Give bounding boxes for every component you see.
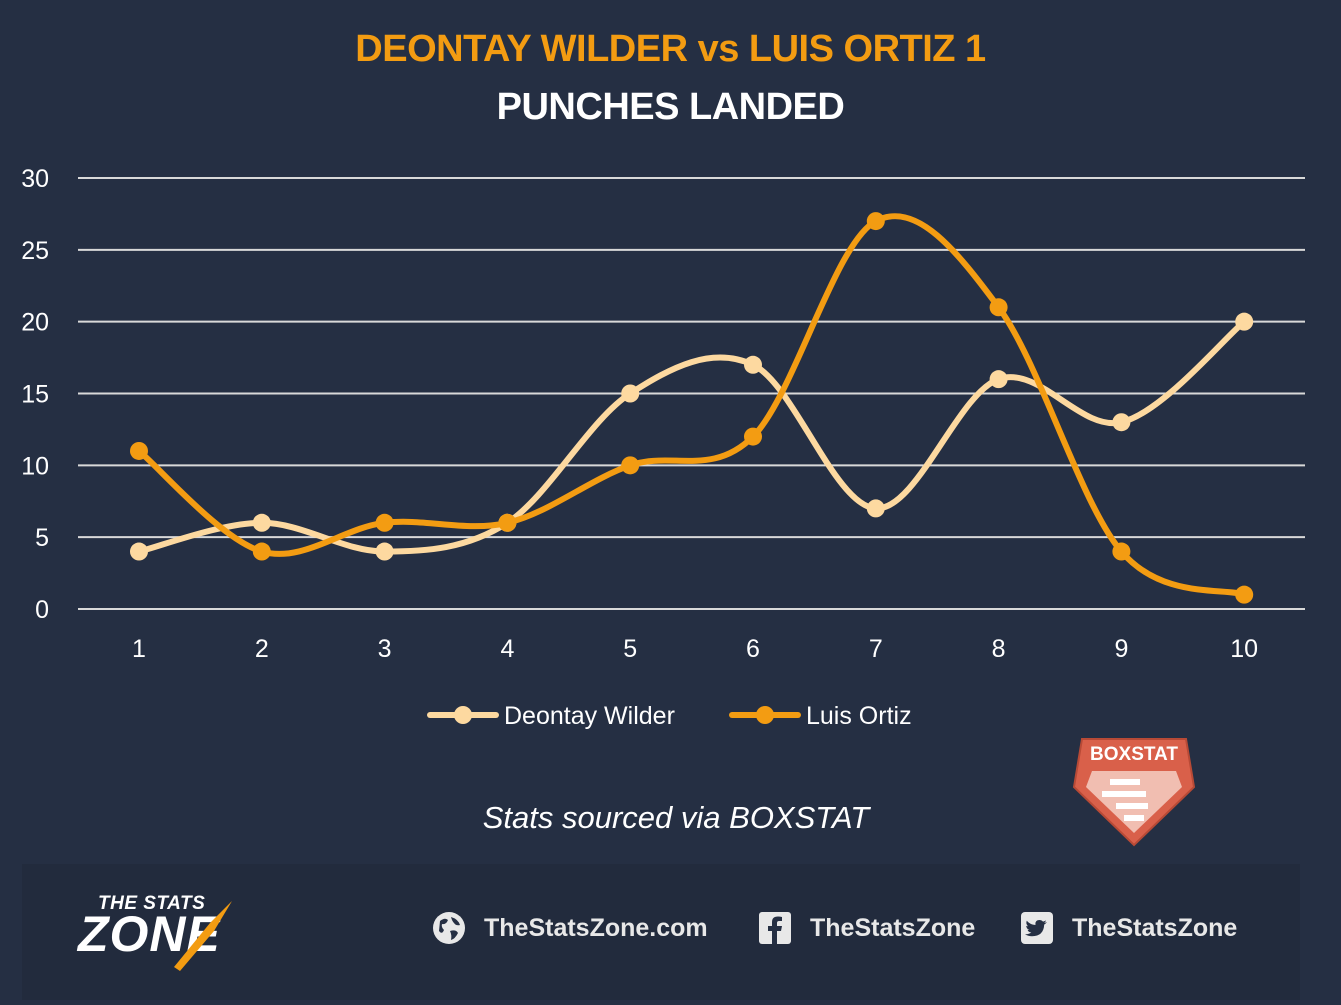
twitter-link[interactable]: TheStatsZone [1020,908,1237,948]
data-point [621,456,640,475]
facebook-text: TheStatsZone [810,913,976,942]
x-axis-ticks: 1 2 3 4 5 6 7 8 9 10 [132,635,1258,663]
data-point [252,542,271,561]
data-point [1112,413,1131,432]
facebook-icon [758,911,792,945]
y-tick-label: 30 [21,165,49,193]
x-tick-label: 6 [746,635,760,663]
grid-lines [78,177,1305,610]
twitter-text: TheStatsZone [1072,913,1238,942]
y-tick-label: 20 [21,309,49,337]
website-text: TheStatsZone.com [484,913,708,942]
chart-title: DEONTAY WILDER vs LUIS ORTIZ 1 [355,28,986,70]
stats-zone-logo: THE STATS ZONE [78,893,298,971]
y-tick-label: 25 [21,237,49,265]
y-tick-label: 15 [21,381,49,409]
data-point [866,212,885,231]
boxstat-label: BOXSTAT [1090,744,1178,765]
x-tick-label: 9 [1114,635,1128,663]
x-tick-label: 8 [992,635,1006,663]
logo-swoosh-icon [174,901,232,971]
series-line [136,318,1248,555]
data-point [375,513,394,532]
y-tick-label: 10 [21,452,49,480]
legend-marker [454,706,472,724]
data-point [1235,312,1254,331]
line-chart: 0 5 10 15 20 25 30 1 2 3 4 5 6 7 8 9 10 Deontay Wilder L… [21,165,1305,730]
series-deontay-wilder [130,312,1254,561]
x-tick-label: 5 [623,635,637,663]
logo-main-text: ZONE [78,906,221,962]
data-point [130,441,148,460]
website-link[interactable]: TheStatsZone.com [432,908,708,948]
source-note: Stats sourced via BOXSTAT [482,800,870,835]
data-point [252,513,271,532]
x-tick-label: 2 [255,635,269,663]
legend-marker [756,706,774,724]
x-tick-label: 10 [1230,635,1258,663]
series-luis-ortiz [130,212,1254,604]
data-point [1112,542,1131,561]
data-point [744,355,762,374]
facebook-link[interactable]: TheStatsZone [758,908,975,948]
chart-subtitle: PUNCHES LANDED [496,86,845,128]
data-point [130,542,148,561]
data-point [1235,585,1254,604]
legend: Deontay Wilder Luis Ortiz [427,702,912,730]
boxstat-badge: BOXSTAT [1072,738,1196,847]
data-point [989,298,1008,317]
data-point [621,384,640,403]
x-tick-label: 7 [869,635,883,663]
data-point [744,427,762,446]
data-point [866,499,885,518]
data-point [989,370,1008,389]
data-point [498,513,517,532]
globe-icon [432,911,466,945]
legend-label: Deontay Wilder [504,702,675,730]
twitter-icon [1020,911,1054,945]
x-tick-label: 1 [132,635,146,663]
logo-top-text: THE STATS [98,893,206,914]
footer-bar [22,864,1300,1000]
y-tick-label: 0 [35,596,49,624]
legend-label: Luis Ortiz [806,702,912,730]
series-group [130,212,1254,604]
y-axis-ticks: 0 5 10 15 20 25 30 [21,165,49,624]
x-tick-label: 3 [378,635,392,663]
data-point [375,542,394,561]
x-tick-label: 4 [500,635,514,663]
y-tick-label: 5 [35,524,49,552]
